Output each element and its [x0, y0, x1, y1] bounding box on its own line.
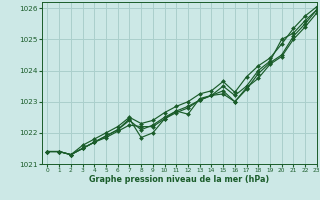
- X-axis label: Graphe pression niveau de la mer (hPa): Graphe pression niveau de la mer (hPa): [89, 175, 269, 184]
